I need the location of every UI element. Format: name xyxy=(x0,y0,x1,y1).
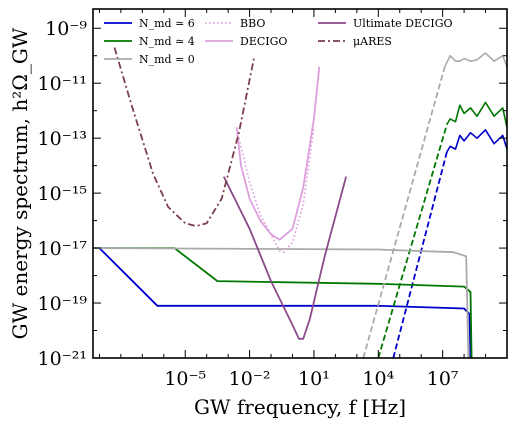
series-line-1-solid xyxy=(446,129,507,153)
plot-frame xyxy=(92,8,508,359)
y-tick-label: 10⁻⁹ xyxy=(45,18,87,40)
axes: 10⁻⁵ 10⁻² 10¹ 10⁴ 10⁷ 10⁻⁹ 10⁻¹¹ 10⁻¹³ 10⁻¹⁵ 10⁻¹… xyxy=(8,8,508,419)
legend: N_md ≃ 6 N_md ≃ 4 N_md = 0 BBO DECIGO Ultimat… xyxy=(104,17,453,66)
legend-label: DECIGO xyxy=(240,35,287,48)
y-tick-label: 10⁻¹¹ xyxy=(38,73,87,95)
series-line-9 xyxy=(113,47,255,228)
series-line-4 xyxy=(93,247,470,358)
x-tick-label: 10⁷ xyxy=(427,368,459,390)
y-tick-label: 10⁻¹⁹ xyxy=(38,293,88,315)
y-tick-label: 10⁻¹⁵ xyxy=(38,183,87,205)
x-axis-title: GW frequency, f [Hz] xyxy=(194,395,406,419)
series-line-3-solid xyxy=(446,101,507,128)
legend-label: N_md ≃ 4 xyxy=(139,35,195,48)
x-tick-label: 10⁴ xyxy=(362,368,394,390)
x-tick-label: 10¹ xyxy=(298,368,330,390)
legend-label: N_md = 0 xyxy=(139,53,195,66)
legend-label: Ultimate DECIGO xyxy=(353,17,453,30)
y-axis-title: GW energy spectrum, h²Ω_GW xyxy=(8,27,32,339)
x-tick-label: 10⁻⁵ xyxy=(164,368,206,390)
legend-label: μARES xyxy=(353,35,392,48)
y-tick-label: 10⁻¹⁷ xyxy=(38,238,88,260)
legend-label: N_md ≃ 6 xyxy=(139,17,195,30)
series-line-3-dashed xyxy=(377,124,448,358)
legend-label: BBO xyxy=(240,17,265,30)
series-line-6 xyxy=(238,127,315,254)
x-tick-label: 10⁻² xyxy=(229,368,271,390)
series-line-8 xyxy=(222,176,347,340)
series-line-5-solid xyxy=(444,52,507,68)
y-tick-label: 10⁻²¹ xyxy=(38,348,87,370)
y-tick-label: 10⁻¹³ xyxy=(38,128,87,150)
series-line-5-dashed xyxy=(362,66,446,358)
series-line-7 xyxy=(235,66,321,241)
